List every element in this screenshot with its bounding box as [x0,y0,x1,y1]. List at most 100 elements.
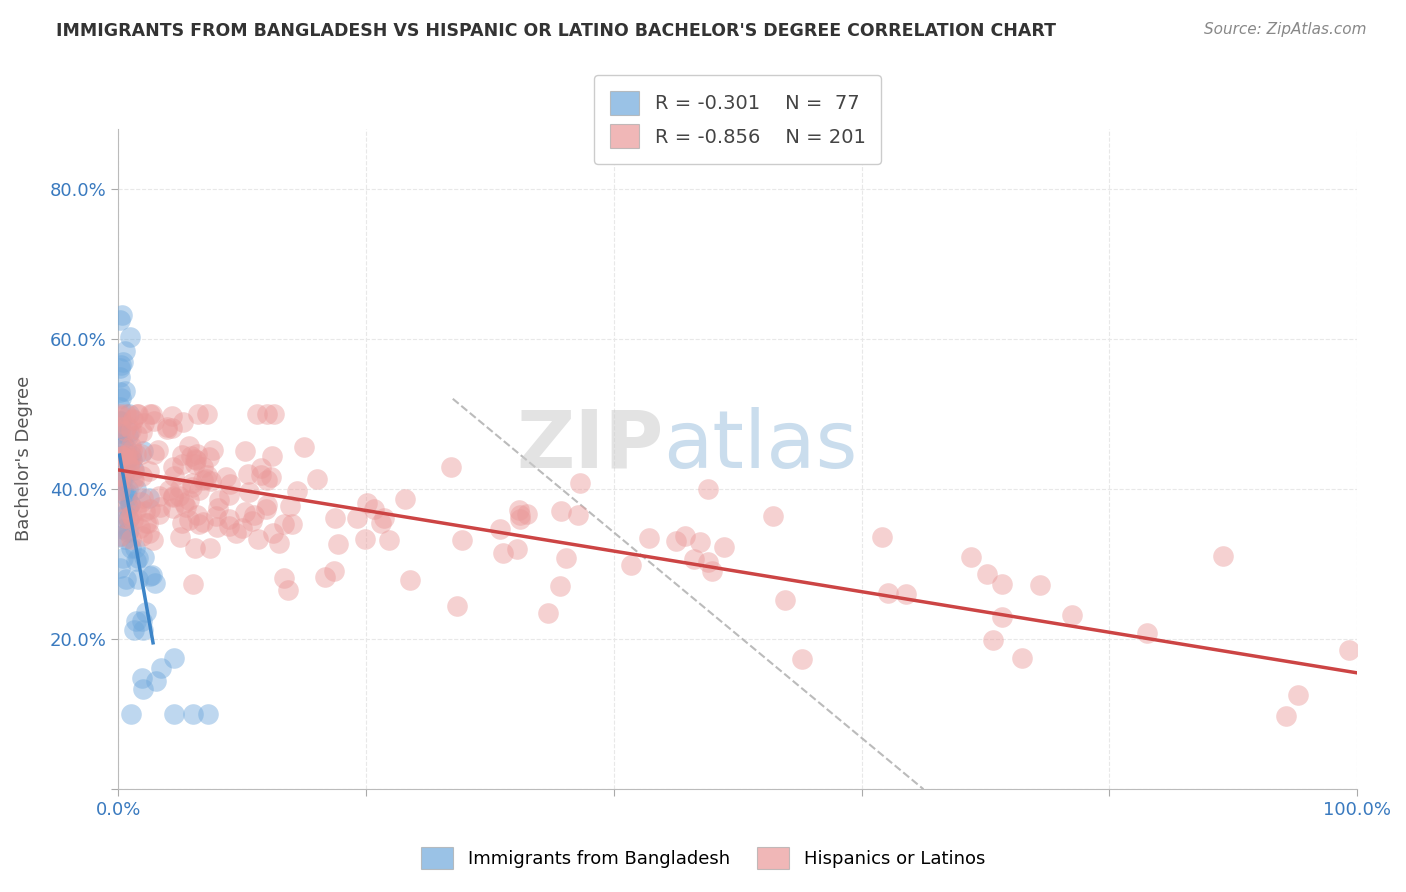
Point [353,532,375,546]
Point [141,407,163,421]
Point [976,566,998,581]
Point [195,407,218,421]
Point [120,330,142,344]
Y-axis label: Bachelor's Degree: Bachelor's Degree [15,376,32,541]
Point [132,491,155,505]
Point [246,407,269,421]
Point [131,469,153,483]
Point [682,552,704,566]
Point [111,449,134,463]
Point [205,519,228,533]
Point [269,535,291,549]
Point [122,623,145,637]
Point [117,452,139,467]
Point [207,500,229,515]
Point [191,515,214,529]
Point [110,475,132,489]
Point [236,467,259,481]
Point [148,443,170,458]
Point [114,384,136,398]
Point [112,487,135,501]
Point [135,516,157,531]
Point [115,441,138,455]
Point [114,532,136,546]
Text: ZIP: ZIP [516,407,664,484]
Point [243,508,266,522]
Point [184,457,207,471]
Point [181,707,204,722]
Point [260,450,283,464]
Point [108,421,131,435]
Point [509,512,531,526]
Point [167,489,190,503]
Point [129,447,152,461]
Point [960,550,983,565]
Point [262,526,284,541]
Point [446,599,468,613]
Point [305,472,328,486]
Point [108,469,131,483]
Point [108,435,131,450]
Point [150,661,173,675]
Point [108,414,131,428]
Point [1274,709,1296,723]
Point [115,572,138,586]
Point [114,511,136,525]
Point [163,651,186,665]
Point [121,513,143,527]
Point [125,407,148,421]
Point [117,525,139,540]
Point [125,483,148,497]
Point [256,473,278,487]
Point [218,518,240,533]
Point [516,507,538,521]
Point [550,504,572,518]
Point [173,496,195,510]
Point [440,460,463,475]
Point [136,516,159,530]
Point [197,707,219,722]
Point [117,425,139,439]
Point [108,409,131,424]
Point [118,497,141,511]
Point [278,499,301,513]
Point [198,450,221,465]
Point [568,476,591,491]
Point [176,500,198,514]
Point [117,429,139,443]
Point [184,452,207,467]
Point [509,508,531,522]
Point [108,401,131,415]
Point [120,497,142,511]
Point [120,541,142,556]
Point [292,440,315,454]
Point [163,469,186,483]
Point [110,473,132,487]
Point [256,502,278,516]
Point [218,511,240,525]
Point [247,532,270,546]
Point [132,681,155,696]
Point [112,354,135,368]
Point [281,516,304,531]
Point [122,462,145,476]
Point [120,508,142,522]
Point [665,534,688,549]
Point [108,450,131,464]
Point [112,483,135,498]
Point [195,472,218,486]
Point [142,533,165,547]
Point [398,573,420,587]
Point [108,369,131,384]
Point [138,464,160,478]
Point [122,473,145,487]
Point [131,425,153,439]
Point [117,483,139,497]
Point [121,453,143,467]
Point [451,533,474,547]
Legend: R = -0.301    N =  77, R = -0.856    N = 201: R = -0.301 N = 77, R = -0.856 N = 201 [595,76,882,164]
Point [233,444,256,458]
Point [256,407,278,421]
Point [179,440,201,454]
Point [112,441,135,455]
